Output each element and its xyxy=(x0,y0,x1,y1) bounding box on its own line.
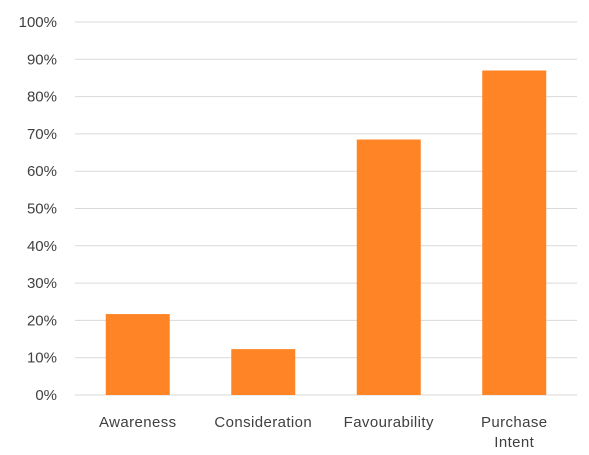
x-category-label-line: Intent xyxy=(494,434,534,451)
y-tick-label: 40% xyxy=(27,238,57,255)
x-category-label-line: Consideration xyxy=(214,414,312,431)
x-category-label: Awareness xyxy=(99,414,177,431)
y-tick-label: 100% xyxy=(19,14,57,31)
x-category-label-line: Favourability xyxy=(344,414,434,431)
x-axis-category-labels: Awareness Consideration Favourability Purch… xyxy=(99,414,548,451)
x-category-label: Favourability xyxy=(344,414,434,431)
bar-purchase-intent xyxy=(482,70,547,396)
y-tick-label: 50% xyxy=(27,201,57,218)
y-tick-label: 30% xyxy=(27,275,57,292)
x-category-label: Purchase Intent xyxy=(481,414,548,451)
y-tick-label: 0% xyxy=(35,387,57,404)
bar-awareness xyxy=(105,314,170,395)
y-tick-label: 20% xyxy=(27,312,57,329)
y-tick-label: 10% xyxy=(27,350,57,367)
y-tick-label: 60% xyxy=(27,163,57,180)
bar-consideration xyxy=(231,349,296,395)
y-axis-tick-labels: 0% 10% 20% 30% 40% 50% 60% 70% 80% 90% 100% xyxy=(19,14,57,404)
y-tick-label: 90% xyxy=(27,51,57,68)
y-tick-label: 80% xyxy=(27,89,57,106)
bars xyxy=(105,70,547,396)
x-category-label: Consideration xyxy=(214,414,312,431)
y-tick-label: 70% xyxy=(27,126,57,143)
bar-favourability xyxy=(356,139,421,395)
x-category-label-line: Purchase xyxy=(481,414,548,431)
x-category-label-line: Awareness xyxy=(99,414,177,431)
